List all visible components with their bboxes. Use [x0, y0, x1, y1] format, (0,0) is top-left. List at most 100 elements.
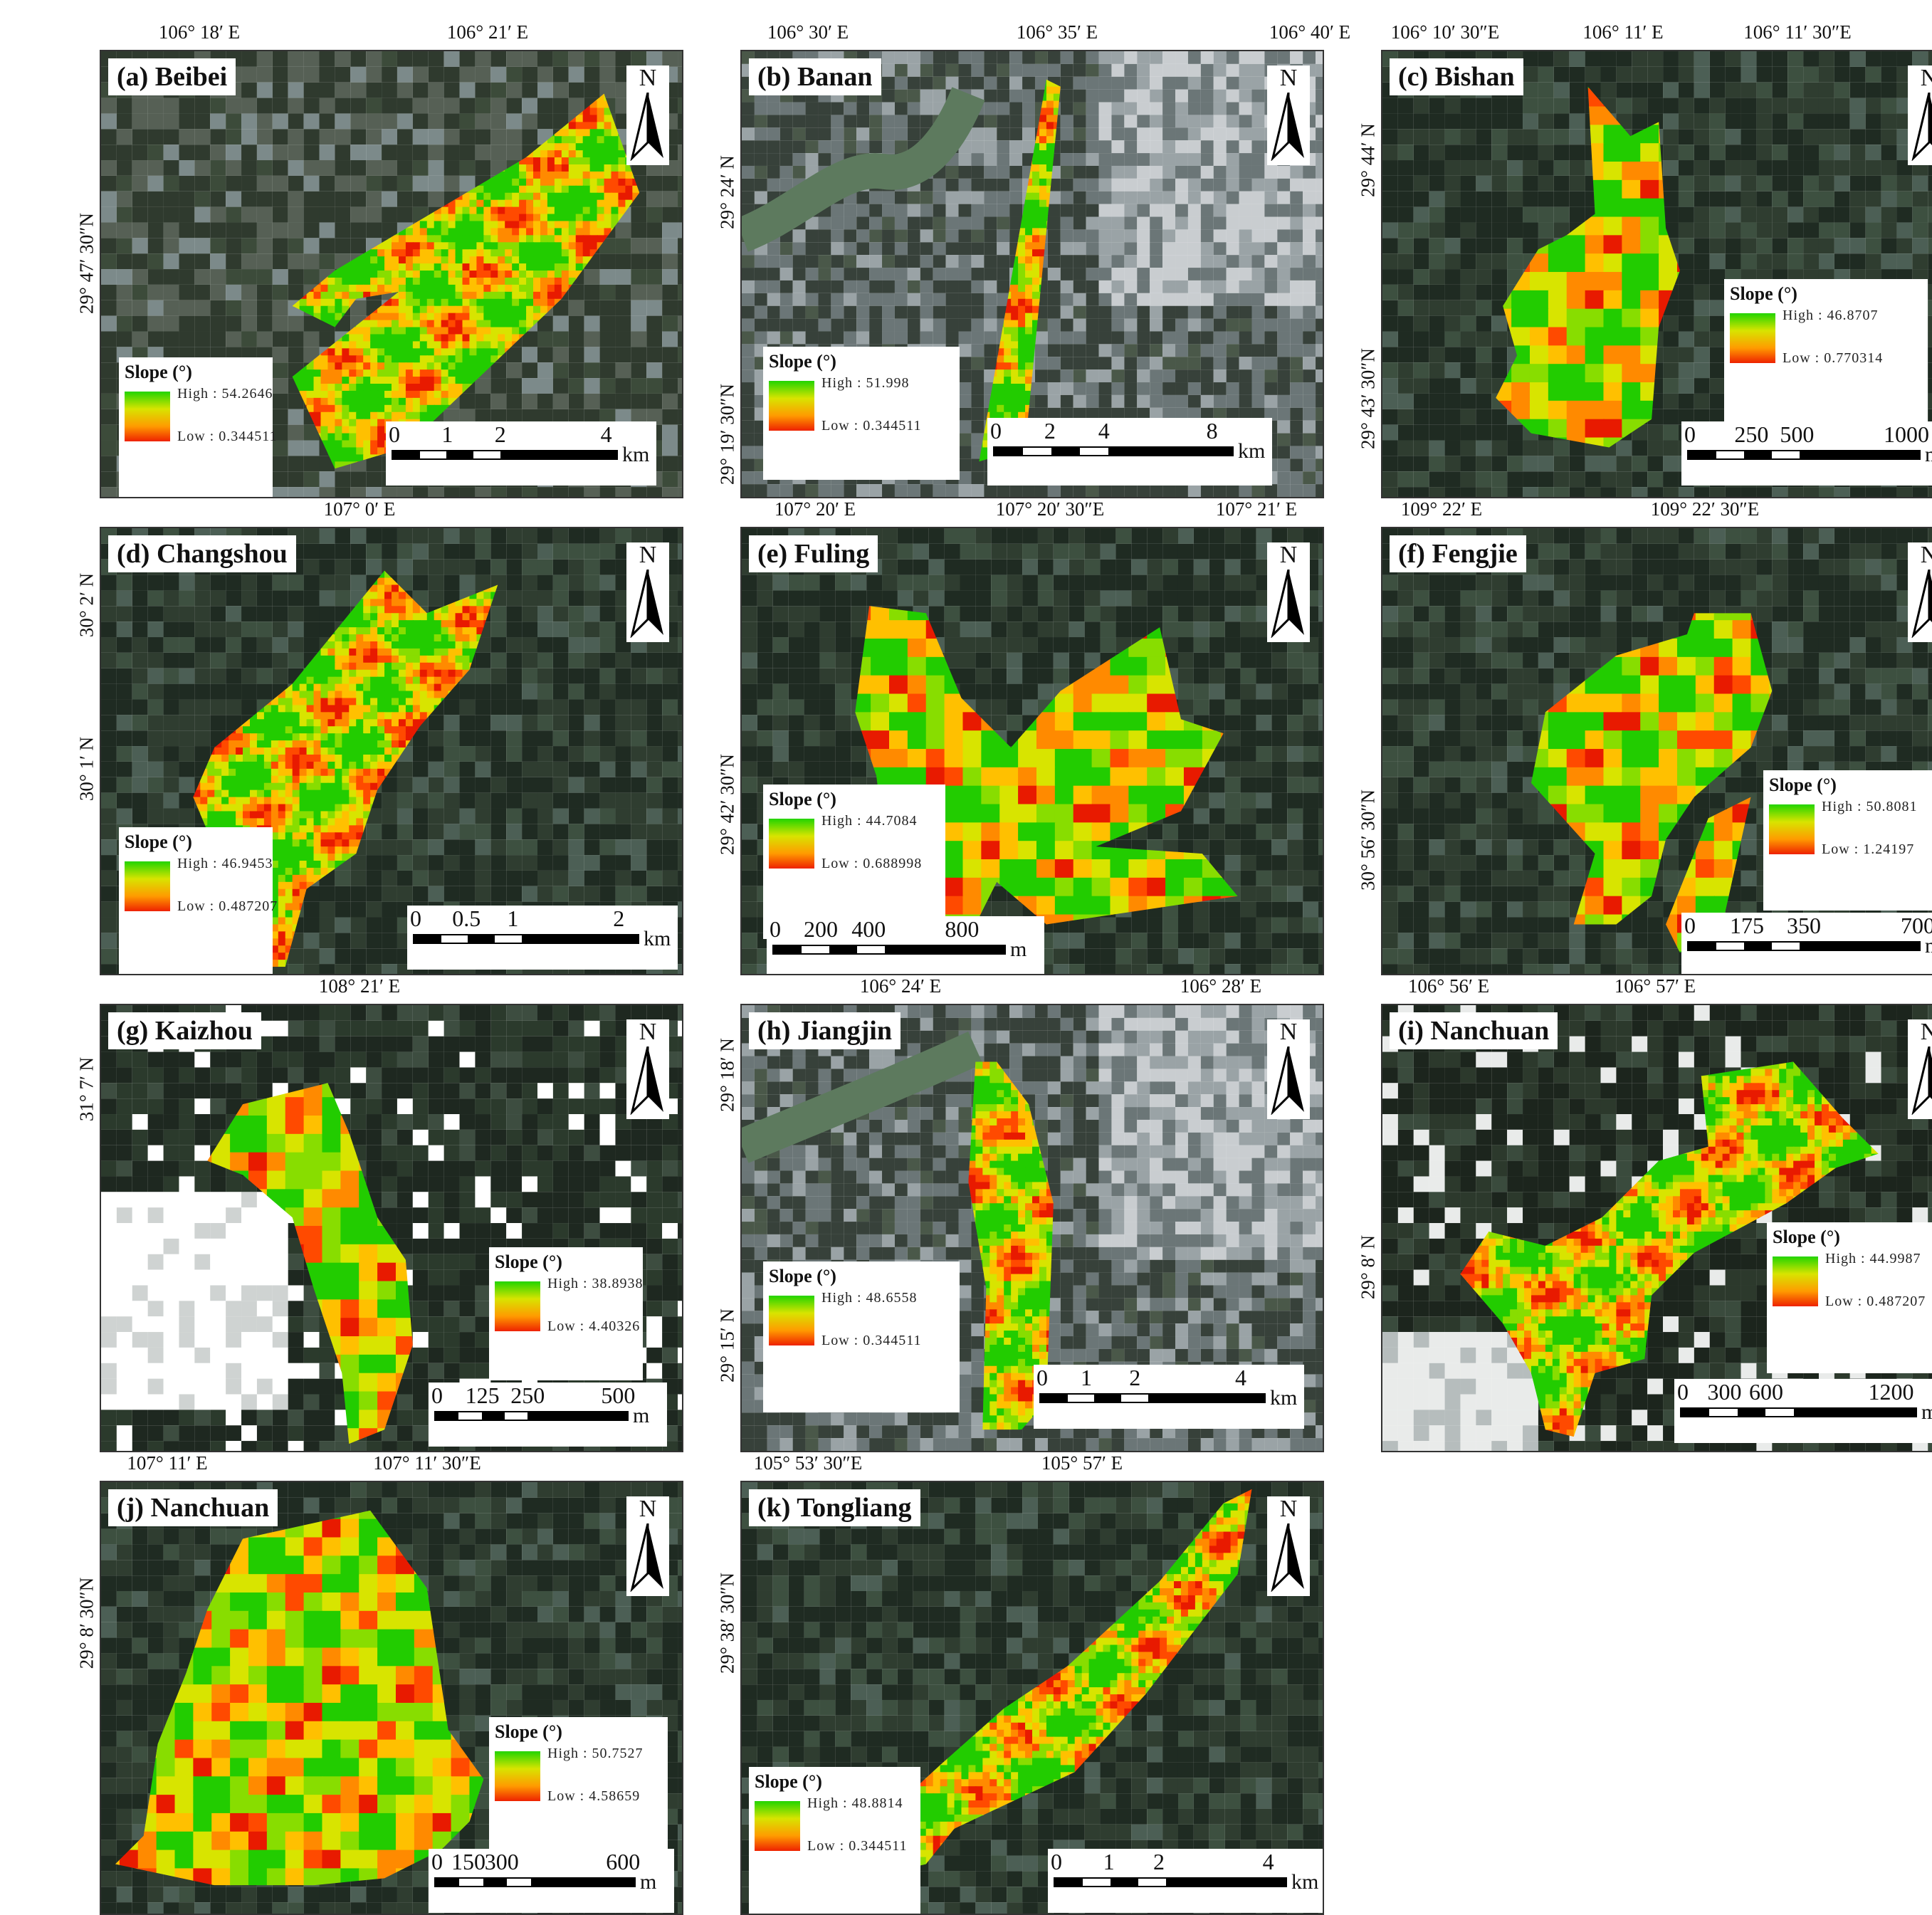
slope-cell — [427, 355, 435, 363]
slope-cell — [555, 221, 562, 229]
background-cell — [226, 285, 241, 300]
slope-cell — [597, 122, 605, 130]
slope-cell — [540, 299, 548, 307]
background-cell — [569, 67, 584, 83]
slope-cell — [618, 164, 626, 172]
slope-cell — [583, 115, 591, 122]
background-cell — [490, 113, 506, 129]
slope-cell — [320, 285, 328, 293]
slope-cell — [540, 263, 548, 271]
slope-cell — [413, 278, 421, 285]
slope-cell — [547, 186, 555, 194]
slope-cell — [377, 348, 385, 356]
background-cell — [335, 238, 350, 253]
background-cell — [257, 160, 273, 176]
background-cell — [210, 300, 226, 316]
slope-cell — [399, 306, 406, 314]
slope-cell — [427, 228, 435, 236]
background-cell — [600, 269, 616, 285]
background-cell — [101, 316, 117, 332]
slope-cell — [456, 214, 463, 222]
slope-cell — [533, 242, 541, 250]
background-cell — [678, 129, 682, 145]
background-cell — [444, 487, 460, 497]
background-cell — [382, 176, 397, 192]
slope-cell — [448, 292, 456, 300]
background-cell — [662, 192, 678, 207]
slope-cell — [519, 179, 527, 187]
background-cell — [179, 238, 194, 253]
slope-cell — [441, 362, 449, 370]
slope-cell — [476, 320, 484, 328]
slope-cell — [625, 193, 633, 201]
background-cell — [678, 394, 682, 409]
background-cell — [366, 160, 382, 176]
background-cell — [164, 207, 179, 223]
slope-cell — [463, 334, 471, 342]
background-cell — [257, 331, 273, 347]
slope-cell — [618, 172, 626, 179]
slope-cell — [540, 285, 548, 293]
background-cell — [210, 113, 226, 129]
slope-cell — [526, 292, 534, 300]
background-cell — [304, 487, 320, 497]
slope-cell — [307, 384, 315, 392]
slope-cell — [427, 263, 435, 271]
background-cell — [506, 113, 522, 129]
background-cell — [194, 192, 210, 207]
background-cell — [382, 207, 397, 223]
slope-cell — [377, 278, 385, 285]
background-cell — [522, 83, 537, 98]
background-cell — [304, 441, 320, 456]
background-cell — [226, 192, 241, 207]
slope-cell — [420, 271, 428, 278]
slope-cell — [427, 221, 435, 229]
slope-cell — [533, 228, 541, 236]
background-cell — [179, 98, 194, 114]
slope-cell — [540, 172, 548, 179]
background-cell — [615, 51, 631, 67]
slope-cell — [420, 341, 428, 349]
background-cell — [506, 362, 522, 378]
slope-cell — [490, 235, 498, 243]
background-cell — [273, 347, 288, 362]
slope-cell — [490, 271, 498, 278]
background-cell — [537, 394, 553, 409]
background-cell — [678, 207, 682, 223]
slope-cell — [363, 327, 371, 335]
background-cell — [132, 316, 148, 332]
slope-cell — [490, 221, 498, 229]
background-cell — [194, 331, 210, 347]
slope-cell — [597, 221, 605, 229]
slope-cell — [406, 334, 414, 342]
longitude-label: 106° 18′ E — [159, 21, 240, 43]
slope-cell — [392, 306, 399, 314]
background-cell — [569, 83, 584, 98]
slope-cell — [547, 235, 555, 243]
slope-cell — [441, 242, 449, 250]
slope-cell — [456, 377, 463, 384]
slope-cell — [420, 292, 428, 300]
background-cell — [475, 129, 490, 145]
slope-cell — [597, 207, 605, 215]
slope-cell — [463, 362, 471, 370]
slope-cell — [448, 271, 456, 278]
slope-cell — [519, 207, 527, 215]
background-cell — [678, 269, 682, 285]
background-cell — [148, 238, 164, 253]
background-cell — [366, 222, 382, 238]
slope-cell — [448, 256, 456, 264]
background-cell — [148, 253, 164, 269]
slope-cell — [349, 377, 357, 384]
background-cell — [179, 176, 194, 192]
background-cell — [475, 83, 490, 98]
background-cell — [241, 238, 257, 253]
background-cell — [117, 253, 132, 269]
slope-cell — [569, 271, 577, 278]
background-cell — [444, 145, 460, 160]
background-cell — [194, 285, 210, 300]
background-cell — [210, 145, 226, 160]
background-cell — [584, 347, 600, 362]
